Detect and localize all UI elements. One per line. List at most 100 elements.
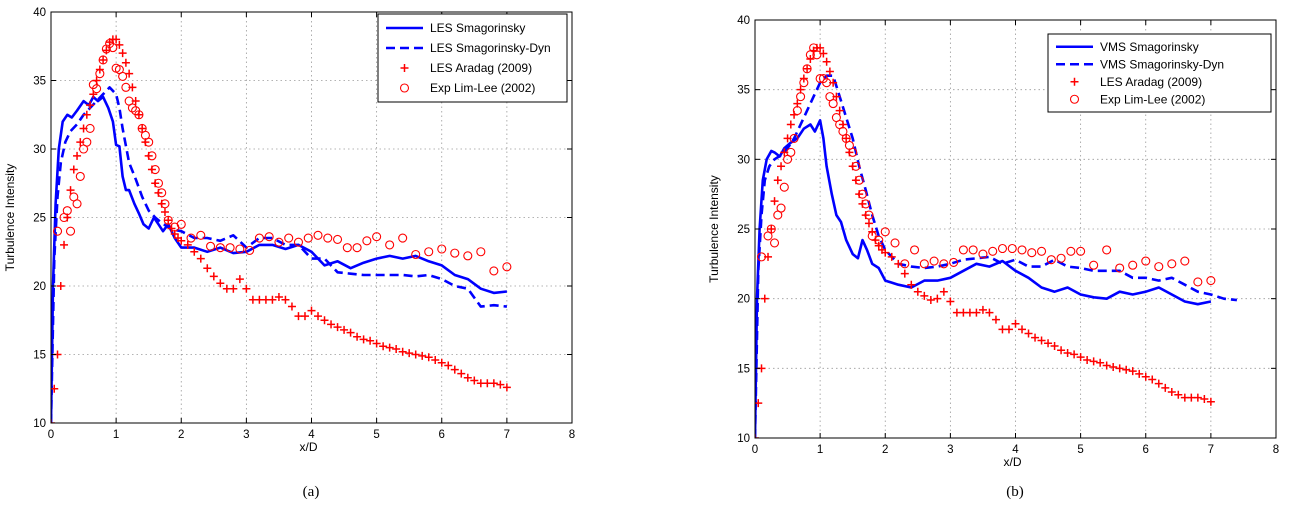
x-tick-label: 5: [1077, 444, 1083, 456]
data-point: [118, 49, 127, 58]
data-point: [1141, 256, 1151, 266]
y-tick-label: 25: [737, 224, 750, 236]
data-point: [115, 40, 124, 49]
data-point: [978, 305, 987, 314]
data-point: [444, 361, 453, 370]
legend-swatch-exp-lim-lee-2002: [1069, 94, 1080, 104]
data-point: [792, 106, 802, 116]
data-point: [372, 339, 381, 348]
data-point: [112, 35, 121, 44]
data-point: [985, 308, 994, 317]
data-point: [75, 171, 85, 181]
data-point: [125, 69, 134, 78]
x-tick-label: 2: [178, 429, 184, 441]
data-point: [1004, 325, 1013, 334]
legend-swatch-les-aradag-2009: [1070, 77, 1079, 86]
data-point: [958, 245, 968, 255]
series-les-aradag-2009: [51, 35, 511, 423]
data-point: [60, 240, 69, 249]
data-point: [1167, 388, 1176, 397]
data-point: [307, 306, 316, 315]
data-point: [300, 312, 309, 321]
data-point: [424, 247, 434, 257]
data-point: [1066, 246, 1076, 256]
legend-label: LES Smagorinsky-Dyn: [430, 41, 551, 55]
data-point: [1070, 350, 1079, 359]
data-point: [822, 78, 832, 88]
data-point: [874, 241, 883, 250]
data-point: [913, 287, 922, 296]
data-point: [1037, 246, 1047, 256]
data-point: [127, 103, 137, 113]
x-axis-label: x/D: [1004, 455, 1022, 469]
x-tick-label: 6: [1143, 444, 1149, 456]
data-point: [470, 376, 479, 385]
data-point: [968, 245, 978, 255]
data-point: [802, 64, 812, 74]
data-point: [98, 55, 108, 65]
chart-panel-b: 0 1 2 3 4 5 6 7 8 10 15 20 25 30 35 40 x/D Turbulence Int…: [707, 15, 1279, 500]
data-point: [95, 69, 105, 79]
y-tick-label: 30: [33, 144, 46, 156]
x-axis-label: x/D: [300, 440, 318, 454]
data-point: [489, 379, 498, 388]
data-point: [164, 216, 173, 225]
data-point: [946, 297, 955, 306]
legend-swatch-les-aradag-2009: [400, 64, 409, 72]
data-point: [766, 224, 776, 234]
x-tick-label: 4: [308, 429, 315, 441]
data-point: [342, 243, 352, 253]
legend: LES Smagorinsky LES Smagorinsky-Dyn LES Ar…: [377, 13, 568, 103]
data-point: [313, 230, 323, 240]
legend-label: Exp Lim-Lee (2002): [1100, 92, 1205, 106]
data-point: [424, 353, 433, 362]
x-tick-label: 0: [752, 444, 758, 456]
data-point: [463, 373, 472, 382]
data-point: [118, 71, 128, 81]
data-point: [907, 280, 916, 289]
data-point: [274, 237, 284, 247]
data-point: [398, 347, 407, 356]
data-point: [1128, 260, 1138, 270]
data-point: [900, 269, 909, 278]
series-vms-smagorinsky-dyn: [755, 74, 1238, 438]
x-tick-label: 4: [1012, 444, 1019, 456]
data-point: [167, 224, 176, 233]
data-point: [1089, 357, 1098, 366]
data-point: [949, 257, 959, 267]
series-vms-smagorinsky: [755, 119, 1212, 438]
series-exp-lim-lee-2002: [756, 43, 1216, 287]
data-point: [789, 133, 799, 143]
data-point: [910, 245, 920, 255]
data-point: [760, 294, 769, 303]
data-point: [1122, 365, 1131, 374]
data-point: [72, 199, 82, 209]
data-point: [437, 244, 447, 254]
data-point: [450, 248, 460, 258]
data-point: [216, 279, 225, 288]
data-point: [196, 230, 206, 240]
data-point: [1031, 333, 1040, 342]
data-point: [405, 349, 414, 358]
data-point: [874, 235, 884, 245]
data-point: [327, 320, 336, 329]
y-tick-label: 25: [33, 213, 46, 225]
data-point: [215, 243, 225, 253]
data-point: [1096, 358, 1105, 367]
data-point: [1017, 245, 1027, 255]
data-point: [773, 176, 782, 185]
data-point: [1027, 248, 1037, 258]
data-point: [1193, 277, 1203, 287]
data-point: [1007, 243, 1017, 254]
data-point: [366, 336, 375, 345]
y-tick-label: 40: [33, 7, 46, 19]
data-point: [1206, 276, 1216, 286]
data-point: [756, 252, 767, 262]
data-point: [66, 186, 75, 195]
data-point: [812, 50, 822, 60]
x-tick-label: 0: [48, 429, 54, 441]
data-point: [1089, 260, 1099, 270]
data-point: [880, 227, 890, 237]
data-point: [1135, 369, 1144, 378]
legend: VMS Smagorinsky VMS Smagorinsky-Dyn LES Ar…: [1047, 33, 1272, 113]
